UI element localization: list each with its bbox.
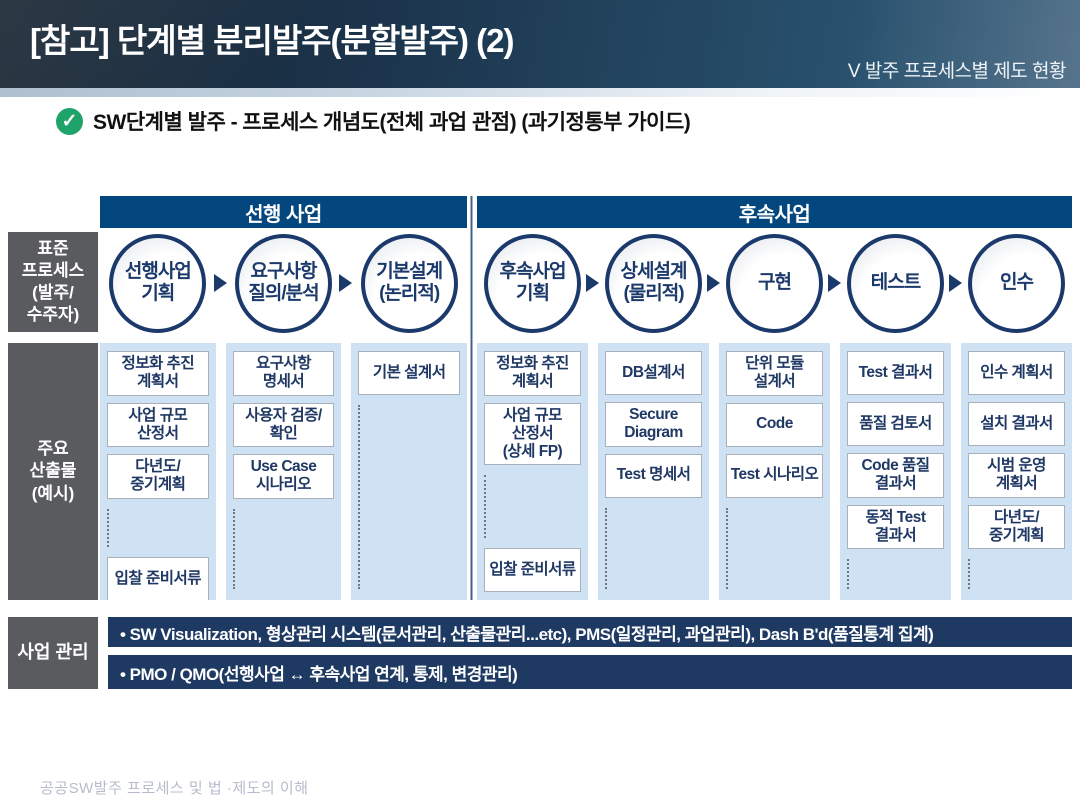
output-box: 사업 규모 산정서 (상세 FP) bbox=[484, 402, 581, 466]
phase-circle-detailed-design: 상세설계 (물리적) bbox=[605, 233, 702, 333]
output-box: 정보화 추진 계획서 bbox=[484, 351, 581, 396]
footer-note: 공공SW발주 프로세스 및 법 ·제도의 이해 bbox=[40, 780, 309, 797]
output-box: 기본 설계서 bbox=[358, 351, 460, 395]
output-box: 설치 결과서 bbox=[968, 402, 1065, 446]
phase-circle-implementation: 구현 bbox=[726, 233, 823, 333]
output-box: 입찰 준비서류 bbox=[107, 556, 209, 600]
output-box: 요구사항 명세서 bbox=[232, 351, 335, 396]
arrow-right-icon bbox=[828, 274, 841, 292]
output-box: Secure Diagram bbox=[605, 402, 702, 447]
outputs-column-acceptance: 인수 계획서 설치 결과서 시범 운영 계획서 다년도/ 중기계획 bbox=[961, 343, 1072, 600]
arrow-right-icon bbox=[213, 274, 227, 292]
process-row-subsequent: 후속사업 기획 상세설계 (물리적) 구현 테스트 인수 bbox=[477, 232, 1072, 334]
output-box: 다년도/ 중기계획 bbox=[968, 504, 1065, 550]
phase-circle-subsequent-planning: 후속사업 기획 bbox=[484, 233, 581, 333]
section-title-preceding: 선행 사업 bbox=[100, 196, 467, 228]
output-box: Code 품질 결과서 bbox=[847, 453, 944, 498]
outputs-column-implementation: 단위 모듈 설계서 Code Test 시나리오 bbox=[719, 343, 830, 600]
process-row-preceding: 선행사업 기획 요구사항 질의/분석 기본설계 (논리적) bbox=[100, 232, 467, 334]
output-box: 사용자 검증/ 확인 bbox=[232, 402, 335, 448]
check-badge-icon: ✓ bbox=[56, 107, 83, 135]
output-box: 품질 검토서 bbox=[847, 402, 944, 446]
output-box: 인수 계획서 bbox=[968, 351, 1065, 395]
output-box: Test 시나리오 bbox=[726, 453, 823, 498]
output-box: Test 결과서 bbox=[847, 351, 944, 395]
management-tools-bar: • SW Visualization, 형상관리 시스템(문서관리, 산출물관리… bbox=[108, 617, 1072, 647]
header-accent-strip bbox=[0, 88, 1080, 97]
outputs-column-subsequent-planning: 정보화 추진 계획서 사업 규모 산정서 (상세 FP) 입찰 준비서류 bbox=[477, 343, 588, 600]
phase-circle-requirements: 요구사항 질의/분석 bbox=[234, 233, 332, 333]
phase-circle-acceptance: 인수 bbox=[968, 233, 1065, 333]
phase-circle-preceding-planning: 선행사업 기획 bbox=[109, 233, 207, 333]
output-box: 단위 모듈 설계서 bbox=[726, 351, 823, 396]
phase-cell: 기본설계 (논리적) bbox=[339, 232, 467, 334]
phase-cell: 구현 bbox=[707, 232, 830, 334]
management-row: • SW Visualization, 형상관리 시스템(문서관리, 산출물관리… bbox=[108, 617, 1072, 689]
output-box: Code bbox=[726, 402, 823, 447]
arrow-right-icon bbox=[949, 274, 962, 292]
phase-cell: 선행사업 기획 bbox=[100, 232, 216, 334]
slide-header: [참고] 단계별 분리발주(분할발주) (2) V 발주 프로세스별 제도 현황 bbox=[0, 0, 1080, 88]
row-label-standard-process: 표준 프로세스 (발주/ 수주자) bbox=[8, 232, 98, 332]
arrow-right-icon bbox=[339, 274, 353, 292]
output-box: Use Case 시나리오 bbox=[232, 454, 335, 499]
output-box: 동적 Test 결과서 bbox=[847, 504, 944, 550]
ellipsis-connector bbox=[107, 506, 209, 550]
arrow-right-icon bbox=[707, 274, 720, 292]
management-pmo-bar: • PMO / QMO(선행사업 ↔ 후속사업 연계, 통제, 변경관리) bbox=[108, 655, 1072, 689]
subtitle-row: ✓ SW단계별 발주 - 프로세스 개념도(전체 과업 관점) (과기정통부 가… bbox=[56, 106, 691, 136]
row-label-project-management: 사업 관리 bbox=[8, 617, 98, 689]
page-title: [참고] 단계별 분리발주(분할발주) (2) bbox=[30, 22, 514, 59]
ellipsis-connector bbox=[726, 505, 823, 592]
phase-circle-test: 테스트 bbox=[847, 233, 944, 333]
outputs-column-test: Test 결과서 품질 검토서 Code 품질 결과서 동적 Test 결과서 bbox=[840, 343, 951, 600]
outputs-row-preceding: 정보화 추진 계획서 사업 규모 산정서 다년도/ 중기계획 입찰 준비서류 요… bbox=[100, 343, 467, 600]
phase-cell: 후속사업 기획 bbox=[477, 232, 588, 334]
phase-cell: 테스트 bbox=[828, 232, 951, 334]
phase-cell: 요구사항 질의/분석 bbox=[213, 232, 342, 334]
outputs-column-preceding-planning: 정보화 추진 계획서 사업 규모 산정서 다년도/ 중기계획 입찰 준비서류 bbox=[100, 343, 216, 600]
arrow-right-icon bbox=[586, 274, 599, 292]
ellipsis-connector bbox=[484, 472, 581, 541]
outputs-column-detailed-design: DB설계서 Secure Diagram Test 명세서 bbox=[598, 343, 709, 600]
breadcrumb: V 발주 프로세스별 제도 현황 bbox=[847, 61, 1067, 82]
section-divider bbox=[470, 196, 473, 600]
section-title-subsequent: 후속사업 bbox=[477, 196, 1072, 228]
output-box: Test 명세서 bbox=[605, 453, 702, 498]
output-box: 시범 운영 계획서 bbox=[968, 453, 1065, 498]
output-box: 사업 규모 산정서 bbox=[107, 402, 209, 448]
ellipsis-connector bbox=[968, 556, 1065, 592]
ellipsis-connector bbox=[847, 556, 944, 592]
row-label-key-outputs: 주요 산출물 (예시) bbox=[8, 343, 98, 600]
phase-cell: 인수 bbox=[949, 232, 1072, 334]
output-box: 입찰 준비서류 bbox=[484, 548, 581, 592]
phase-circle-basic-design: 기본설계 (논리적) bbox=[360, 233, 458, 333]
phase-cell: 상세설계 (물리적) bbox=[586, 232, 709, 334]
outputs-row-subsequent: 정보화 추진 계획서 사업 규모 산정서 (상세 FP) 입찰 준비서류 DB설… bbox=[477, 343, 1072, 600]
outputs-column-basic-design: 기본 설계서 bbox=[351, 343, 467, 600]
output-box: 정보화 추진 계획서 bbox=[107, 351, 209, 396]
output-box: DB설계서 bbox=[605, 351, 702, 395]
ellipsis-connector bbox=[232, 506, 335, 592]
section-preceding-project: 선행 사업 선행사업 기획 요구사항 질의/분석 기본설계 (논리적) 정보화 … bbox=[100, 196, 467, 600]
ellipsis-connector bbox=[605, 505, 702, 592]
output-box: 다년도/ 중기계획 bbox=[107, 454, 209, 499]
section-subsequent-project: 후속사업 후속사업 기획 상세설계 (물리적) 구현 테스트 인수 bbox=[477, 196, 1072, 600]
outputs-column-requirements: 요구사항 명세서 사용자 검증/ 확인 Use Case 시나리오 bbox=[225, 343, 342, 600]
ellipsis-connector bbox=[358, 402, 460, 592]
section-subtitle: SW단계별 발주 - 프로세스 개념도(전체 과업 관점) (과기정통부 가이드… bbox=[93, 111, 691, 134]
